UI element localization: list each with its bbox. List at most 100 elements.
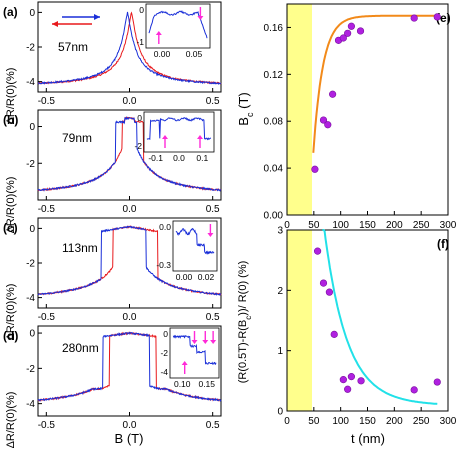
panel-e-ytick-label: 0.16 [264, 23, 284, 34]
panel-e-ylabel: Bc (T) [236, 92, 255, 125]
panel-b-inset-ytick-label: 0 [137, 113, 142, 123]
panel-e-xtick-label: 300 [440, 220, 457, 231]
panel-c-ytick-label: -4 [26, 293, 35, 304]
panel-d-inset-curve [172, 334, 217, 365]
panel-f-data-point [319, 279, 328, 287]
magenta-arrowhead-icon [202, 340, 209, 344]
panel-f: (f) [286, 229, 449, 412]
panel-a-inset-xtick-label: 0.05 [186, 49, 203, 59]
panel-d-label: (d) [3, 329, 18, 343]
panel-f-shaded-region [287, 230, 312, 411]
panel-e-ytick-label: 0.12 [264, 70, 284, 81]
panel-e-ytick-label: 0.04 [264, 164, 284, 175]
panel-a-inset-xtick-label: 0.00 [154, 49, 171, 59]
magenta-arrowhead-icon [197, 135, 203, 139]
panel-a-xtick-label: -0.5 [38, 96, 56, 107]
panel-b-inset-xtick-label: 0.0 [173, 153, 185, 163]
panel-b-xtick-label: 0.5 [206, 204, 220, 215]
panel-b-inset-frame [143, 111, 215, 153]
sweep-direction-arrows [52, 14, 100, 27]
magenta-arrowhead-icon [207, 233, 214, 237]
panel-a-ytick-label: -4 [26, 77, 35, 88]
red-arrowhead-icon [52, 21, 58, 27]
panel-c-inset-xtick-label: 0.02 [198, 272, 215, 282]
panel-a-inset-ytick-label: 0 [139, 5, 144, 15]
panel-e-data-point [339, 34, 347, 42]
panel-e: (e) [286, 3, 451, 216]
panel-c-label: (c) [3, 221, 18, 235]
panel-a-inset-ytick-label: -1 [136, 37, 144, 47]
panel-f-ytick-label: 2 [277, 286, 283, 297]
panel-e-data-point [324, 121, 332, 129]
panel-c-inset-xtick-label: 0.00 [176, 272, 193, 282]
panel-e-data-point [356, 27, 365, 35]
ylabel-d: ΔR/R(0)(%) [5, 392, 17, 449]
panel-e-ytick-label: 0.00 [264, 211, 284, 222]
panel-d-thickness: 280nm [62, 341, 99, 355]
panel-d-inset-xtick-label: 0.10 [174, 379, 191, 389]
ylabel-b: ΔR/R(0)(%) [5, 177, 17, 234]
panel-c-ytick-label: -2 [26, 259, 35, 270]
panel-f-ylabel: (R(0.5T)-R(Bc))/ R(0) (%) [237, 261, 253, 384]
panel-c-xtick-label: -0.5 [38, 312, 56, 323]
panel-e-data-point [410, 14, 418, 22]
panel-a-thickness: 57nm [58, 40, 88, 54]
right-marks: 0 50 100 150 200 250 300 0.00 0.04 0.08 0.12 0.16 0 5… [264, 13, 457, 427]
panel-a-label: (a) [3, 5, 18, 19]
panel-e-xtick-label: 100 [332, 220, 349, 231]
panel-c-inset-ytick-label: -0.3 [156, 260, 171, 270]
panel-d-xtick-label: 0.5 [206, 420, 220, 431]
panel-e-xtick-label: 250 [413, 220, 430, 231]
ylabel-c: ΔR/R(0)(%) [5, 284, 17, 341]
panel-a-inset-frame [145, 3, 211, 49]
panel-e-data-point [329, 90, 337, 98]
panel-f-xtick-label: 250 [413, 416, 430, 427]
panel-c-inset-frame [172, 220, 218, 272]
panel-b-inset-xtick-label: 0.1 [196, 153, 208, 163]
panel-d-ytick-label: -2 [26, 364, 35, 375]
magenta-arrowhead-icon [155, 31, 162, 35]
panel-d-ytick-label: -4 [26, 399, 35, 410]
left-panels: (a) 57nm (b) 79nm (c) 113nm (d) 280nm ΔR… [3, 1, 222, 449]
panel-c-curves [37, 225, 222, 297]
panel-f-fit-curve [322, 229, 438, 405]
panel-f-ytick-label: 0 [277, 407, 283, 418]
panel-d-inset: 0.10 0.15 0 -2 -4 [160, 327, 220, 389]
panel-a-curves [37, 11, 222, 85]
panel-b-inset-curve [146, 117, 212, 141]
panel-a-xtick-label: 0.5 [206, 96, 220, 107]
panel-b-ytick-label: -2 [26, 159, 35, 170]
panel-b-thickness: 79nm [62, 131, 92, 145]
panel-e-data-point [433, 13, 441, 21]
panel-f-data-point [313, 247, 322, 255]
panel-f-ytick-label: 1 [277, 346, 283, 357]
panel-a-xtick-label: 0.0 [123, 96, 137, 107]
panel-c-inset-ytick-label: 0.0 [159, 222, 171, 232]
panel-e-xtick-label: 0 [284, 220, 290, 231]
panel-d-curves [37, 331, 222, 403]
panel-a-ytick-label: 0 [29, 8, 35, 19]
panel-a-blue-curve [37, 11, 222, 85]
panel-d-inset-ytick-label: -2 [160, 348, 168, 358]
panel-f-xtick-label: 100 [332, 416, 349, 427]
panel-e-data-point [311, 165, 319, 173]
panel-d-inset-ytick-label: -4 [160, 367, 168, 377]
blue-arrowhead-icon [94, 14, 100, 20]
left-ticks: 0-2-4-0.5 0.0 0.50-2-0.5 0.0 0.50-2-4-0.5 0.0… [26, 8, 220, 431]
panel-c-xtick-label: 0.0 [123, 312, 137, 323]
panel-a-inset: 0.00 0.05 0 -1 [136, 3, 211, 59]
panel-d-blue-curve [37, 331, 222, 402]
panel-d: (d) 280nm [3, 325, 222, 417]
panel-e-data-point [319, 116, 328, 124]
panel-f-xtick-label: 0 [284, 416, 290, 427]
panel-f-xtick-label: 50 [308, 416, 320, 427]
panel-f-data-point [330, 330, 338, 338]
panel-e-data-point [347, 22, 356, 30]
panel-d-ytick-label: 0 [29, 329, 35, 340]
panel-f-data-point [344, 385, 352, 393]
panel-a-ytick-label: -2 [26, 43, 35, 54]
panel-b-curves [37, 116, 222, 192]
panel-f-xtick-label: 150 [359, 416, 376, 427]
panel-e-fit-curve [312, 14, 437, 153]
